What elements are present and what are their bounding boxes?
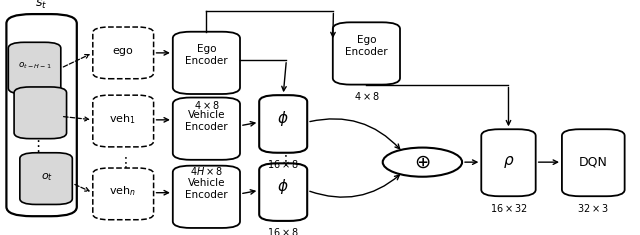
- Text: $\vdots$: $\vdots$: [118, 155, 128, 170]
- FancyBboxPatch shape: [93, 27, 154, 79]
- Text: $o_t$: $o_t$: [41, 172, 52, 183]
- FancyBboxPatch shape: [93, 95, 154, 147]
- FancyBboxPatch shape: [562, 129, 625, 196]
- Text: $16 \times 32$: $16 \times 32$: [490, 201, 527, 214]
- FancyBboxPatch shape: [20, 153, 72, 204]
- FancyBboxPatch shape: [259, 95, 307, 153]
- Text: $\rho$: $\rho$: [503, 154, 514, 170]
- Text: $16 \times 8$: $16 \times 8$: [268, 226, 299, 235]
- Text: $\vdots$: $\vdots$: [30, 138, 40, 154]
- Text: $\vdots$: $\vdots$: [278, 153, 288, 168]
- Text: Ego: Ego: [356, 35, 376, 45]
- FancyBboxPatch shape: [259, 163, 307, 221]
- Text: $\phi$: $\phi$: [277, 177, 289, 196]
- Text: DQN: DQN: [579, 156, 608, 169]
- Text: $\phi$: $\phi$: [277, 109, 289, 128]
- FancyBboxPatch shape: [173, 166, 240, 228]
- FancyBboxPatch shape: [93, 168, 154, 220]
- FancyBboxPatch shape: [481, 129, 536, 196]
- Text: Encoder: Encoder: [185, 122, 228, 132]
- Text: $4 \times 8$: $4 \times 8$: [193, 99, 220, 111]
- Text: $4 \times 8$: $4 \times 8$: [353, 90, 380, 102]
- Text: Encoder: Encoder: [345, 47, 388, 57]
- FancyBboxPatch shape: [14, 87, 67, 139]
- Text: Vehicle: Vehicle: [188, 110, 225, 120]
- Text: veh$_1$: veh$_1$: [109, 112, 136, 125]
- Text: $16 \times 8$: $16 \times 8$: [268, 158, 299, 170]
- Text: Encoder: Encoder: [185, 190, 228, 200]
- Text: Encoder: Encoder: [185, 56, 228, 66]
- Text: $4H \times 8$: $4H \times 8$: [190, 165, 223, 177]
- Text: ego: ego: [113, 46, 133, 55]
- Text: Vehicle: Vehicle: [188, 178, 225, 188]
- Text: Ego: Ego: [196, 44, 216, 54]
- FancyBboxPatch shape: [173, 32, 240, 94]
- Text: $\oplus$: $\oplus$: [414, 153, 431, 172]
- FancyBboxPatch shape: [333, 22, 400, 85]
- Text: $o_{t-H-1}$: $o_{t-H-1}$: [19, 61, 52, 71]
- FancyBboxPatch shape: [173, 98, 240, 160]
- Text: $s_t$: $s_t$: [35, 0, 48, 11]
- FancyBboxPatch shape: [8, 42, 61, 94]
- Text: veh$_n$: veh$_n$: [109, 185, 136, 198]
- Text: $4H \times 8$: $4H \times 8$: [190, 233, 223, 235]
- FancyBboxPatch shape: [6, 14, 77, 216]
- Text: $32 \times 3$: $32 \times 3$: [577, 201, 609, 214]
